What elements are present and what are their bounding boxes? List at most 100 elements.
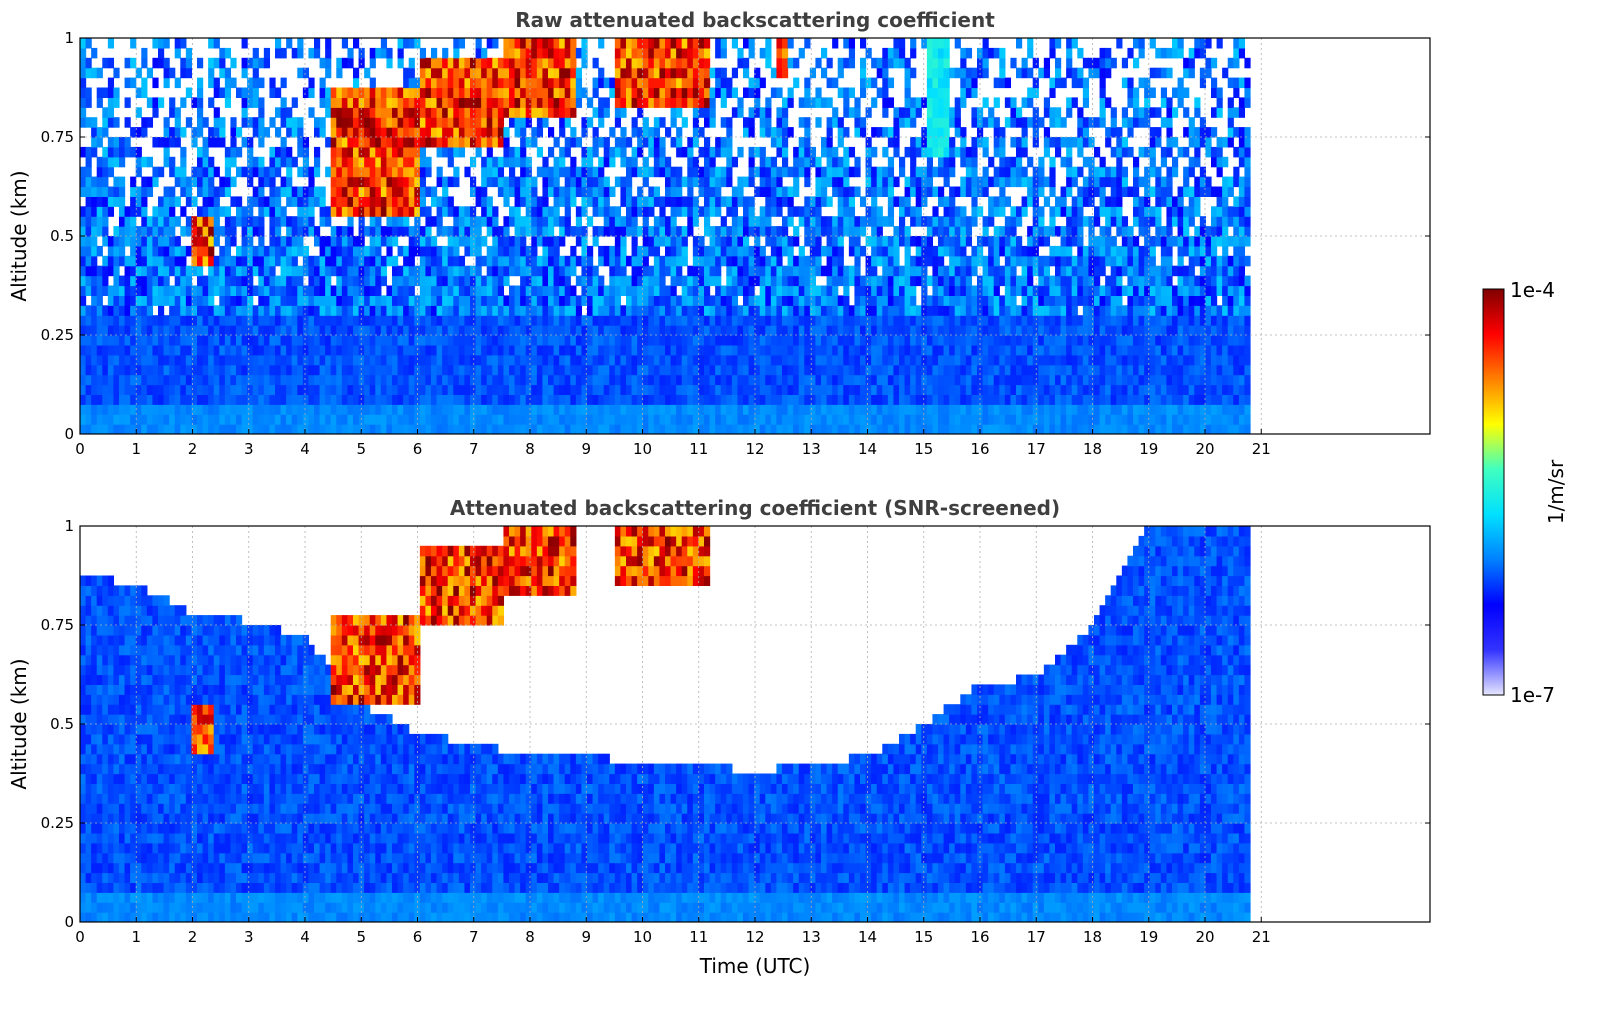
heatmap-cell [436,57,443,69]
heatmap-cell [236,424,243,434]
heatmap-cell [85,67,92,79]
heatmap-cell [626,255,633,267]
heatmap-cell [358,305,365,316]
heatmap-cell [447,176,454,188]
heatmap-cell [375,216,382,227]
heatmap-cell [704,384,711,395]
heatmap-cell [146,265,154,277]
heatmap-cell [720,384,727,395]
heatmap-cell [698,424,705,434]
heatmap-cell [230,414,237,425]
heatmap-cell [158,424,165,434]
heatmap-cell [793,275,800,287]
heatmap-cell [302,146,310,158]
heatmap-cell [286,275,293,287]
heatmap-cell [347,206,354,217]
heatmap-cell [592,107,599,118]
heatmap-cell [737,275,744,287]
heatmap-cell [102,255,109,267]
heatmap-cell [336,117,343,128]
heatmap-cell [130,236,137,247]
heatmap-cell [336,146,343,158]
heatmap-cell [899,354,906,366]
heatmap-cell [442,285,449,296]
heatmap-cell [843,335,850,346]
heatmap-cell [581,156,588,168]
heatmap-cell [754,315,761,326]
heatmap-cell [419,344,427,356]
heatmap-cell [497,364,505,376]
heatmap-cell [910,186,917,197]
heatmap-cell [158,404,165,415]
heatmap-cell [743,117,750,128]
heatmap-cell [107,137,115,148]
heatmap-cell [503,97,510,108]
heatmap-cell [876,285,883,296]
heatmap-cell [113,424,120,434]
heatmap-cell [364,87,371,98]
heatmap-cell [553,176,560,188]
heatmap-cell [653,315,661,326]
heatmap-cell [575,176,583,188]
heatmap-cell [464,87,471,98]
heatmap-cell [275,404,282,415]
heatmap-cell [648,236,655,247]
heatmap-cell [291,156,298,168]
heatmap-cell [174,236,181,247]
heatmap-cell [809,265,817,277]
heatmap-cell [921,196,928,207]
heatmap-cell [436,305,443,316]
heatmap-cell [497,295,505,306]
heatmap-cell [759,47,766,59]
heatmap-cell [163,295,170,306]
heatmap-cell [91,315,98,326]
heatmap-cell [564,186,571,197]
heatmap-cell [525,47,532,59]
heatmap-cell [509,47,516,59]
heatmap-cell [353,97,360,108]
heatmap-cell [291,354,298,366]
heatmap-cell [787,404,794,415]
heatmap-cell [152,394,159,405]
heatmap-cell [403,97,410,108]
heatmap-cell [414,166,421,178]
heatmap-cell [124,275,131,287]
heatmap-cell [514,394,521,405]
heatmap-cell [648,364,655,376]
heatmap-cell [107,424,115,434]
heatmap-cell [470,344,477,356]
heatmap-cell [492,275,499,287]
heatmap-cell [269,77,276,89]
heatmap-cell [514,226,521,237]
heatmap-cell [776,196,783,207]
heatmap-cell [676,146,683,158]
heatmap-cell [85,335,92,346]
heatmap-cell [297,196,304,207]
heatmap-cell [815,344,822,356]
heatmap-cell [570,265,577,277]
heatmap-cell [91,354,98,366]
heatmap-cell [102,394,109,405]
heatmap-cell [804,206,811,217]
heatmap-cell [364,404,371,415]
heatmap-cell [520,166,527,178]
heatmap-cell [141,424,148,434]
heatmap-cell [397,245,404,257]
heatmap-cell [302,216,310,227]
heatmap-cell [665,394,672,405]
heatmap-cell [726,374,733,386]
heatmap-cell [865,176,872,188]
heatmap-cell [492,265,499,277]
heatmap-cell [96,226,103,237]
heatmap-cell [871,216,878,227]
heatmap-cell [614,117,622,128]
heatmap-cell [692,295,700,306]
heatmap-cell [848,305,856,316]
heatmap-cell [414,117,421,128]
heatmap-cell [570,354,577,366]
heatmap-cell [826,245,833,257]
heatmap-cell [509,285,516,296]
heatmap-cell [247,424,254,434]
heatmap-cell [470,354,477,366]
heatmap-cell [893,344,900,356]
